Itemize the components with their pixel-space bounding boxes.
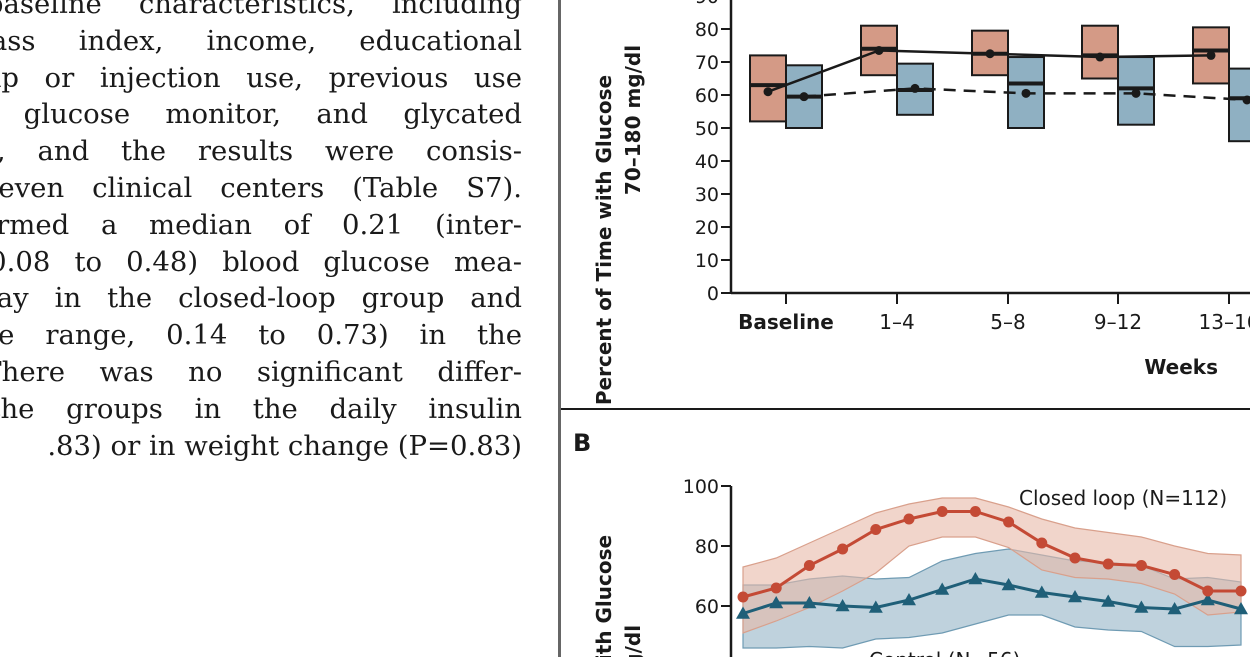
text-line: n the groups in the daily insulin: [0, 392, 522, 425]
panel-a-ylabel-line1: Percent of Time with Glucose: [592, 75, 616, 405]
panel-a-x-tick-label: 9–12: [1094, 310, 1142, 334]
closed-loop-mean-point: [763, 87, 773, 97]
control-mean-point: [1021, 88, 1031, 98]
closed-loop-point: [1202, 585, 1214, 597]
closed-loop-point: [1003, 516, 1015, 528]
panel-b-label: B: [573, 429, 591, 457]
panel-b-y-tick-label: 60: [695, 596, 719, 618]
control-median-line: [742, 577, 1242, 615]
panel-a-x-tick-label: 13–16: [1199, 310, 1250, 334]
panel-a-y-tick-label: 30: [695, 184, 719, 206]
panel-a-y-tick-label: 80: [695, 19, 719, 41]
panel-a-xlabel: Weeks: [1144, 355, 1218, 379]
control-mean-point: [799, 92, 809, 102]
closed-loop-point: [1036, 537, 1048, 549]
closed-loop-point: [803, 560, 815, 571]
column-divider: [558, 0, 561, 657]
control-mean-point: [910, 83, 920, 93]
panel-a-y-tick-label: 90: [695, 0, 719, 8]
panel-a-x-tick-label: Baseline: [738, 310, 834, 334]
legend-control: Control (N=56): [869, 648, 1020, 657]
control-mean-point: [1131, 88, 1141, 98]
text-line: ous glucose monitor, and glycated: [0, 98, 522, 131]
panel-a-y-tick-label: 60: [695, 85, 719, 107]
control-point: [1101, 594, 1116, 607]
closed-loop-point: [1135, 560, 1147, 571]
closed-loop-point: [1102, 558, 1114, 570]
control-point: [1034, 585, 1049, 598]
closed-loop-mean-point: [1095, 52, 1105, 62]
control-point: [968, 572, 983, 585]
text-line: evel, and the results were consis-: [0, 135, 522, 168]
text-line: pump or injection use, previous use: [0, 61, 522, 94]
text-line: e, 0.08 to 0.48) blood glucose mea-: [0, 245, 522, 278]
panel-b-ylabel-line2: 70–180 mg/dl: [621, 625, 645, 657]
panel-a-y-tick-label: 0: [707, 283, 719, 305]
panel-a-x-tick-label: 1–4: [879, 310, 914, 334]
closed-loop-mean-point: [985, 49, 995, 59]
closed-loop-point: [1235, 585, 1247, 597]
panel-b: B 60 80 100 Percent of Time with Glucose 7…: [573, 429, 1248, 657]
legend-closed-loop: Closed loop (N=112): [1019, 486, 1227, 510]
control-box: [1228, 67, 1250, 143]
control-point: [802, 596, 817, 609]
closed-loop-box: [1081, 24, 1119, 80]
control-point: [1001, 578, 1016, 591]
closed-loop-median-line: [742, 510, 1241, 599]
text-line: artile range, 0.14 to 0.73) in the: [0, 319, 522, 352]
panel-a-y-tick-label: 70: [695, 52, 719, 74]
panel-a-y-tick-label: 40: [695, 151, 719, 173]
panel-a: 0 10 20 30 40 50 60 70 80 90 Baseline 1–4 5–8 9–12 13–…: [592, 0, 1250, 405]
text-line: l baseline characteristics, including: [0, 0, 522, 20]
control-mean-point: [1242, 95, 1250, 105]
closed-loop-point: [936, 506, 948, 517]
closed-loop-point: [870, 524, 882, 535]
article-body-text: l baseline characteristics, including y-m…: [0, 0, 522, 464]
control-point: [935, 582, 950, 595]
text-line: e seven clinical centers (Table S7).: [0, 171, 522, 204]
text-line: . There was no significant differ-: [0, 355, 522, 388]
control-point: [902, 593, 916, 606]
panel-b-y-tick-label: 80: [695, 536, 719, 558]
control-point: [868, 600, 883, 613]
closed-loop-point: [1069, 552, 1081, 564]
closed-loop-mean-point: [1206, 50, 1216, 60]
closed-loop-point: [837, 543, 849, 555]
closed-loop-point: [1169, 569, 1181, 580]
closed-loop-mean-point: [874, 45, 884, 55]
panel-a-y-tick-label: 50: [695, 118, 719, 140]
closed-loop-point: [903, 513, 915, 525]
control-point: [769, 596, 784, 609]
control-point: [1234, 602, 1248, 615]
panel-a-y-tick-label: 20: [695, 217, 719, 239]
control-point: [1167, 602, 1182, 615]
closed-loop-point: [969, 506, 981, 517]
panel-b-y-tick-label: 100: [683, 476, 719, 498]
control-point: [736, 606, 750, 619]
panel-a-y-tick-label: 10: [695, 250, 719, 272]
panel-a-x-tick-label: 5–8: [990, 310, 1025, 334]
panel-a-ylabel-line2: 70–180 mg/dl: [621, 45, 645, 195]
control-point: [835, 599, 850, 612]
text-line: y-mass index, income, educational: [0, 24, 522, 57]
closed-loop-point: [770, 582, 782, 594]
control-point: [1134, 600, 1149, 613]
closed-loop-point: [737, 591, 749, 603]
text-line: erformed a median of 0.21 (inter-: [0, 208, 522, 241]
control-point: [1068, 590, 1082, 603]
panel-b-ylabel-line1: Percent of Time with Glucose: [592, 535, 616, 657]
control-point: [1200, 593, 1215, 606]
text-line: .83) or in weight change (P=0.83): [47, 429, 522, 462]
text-line: r day in the closed-loop group and: [0, 282, 522, 315]
